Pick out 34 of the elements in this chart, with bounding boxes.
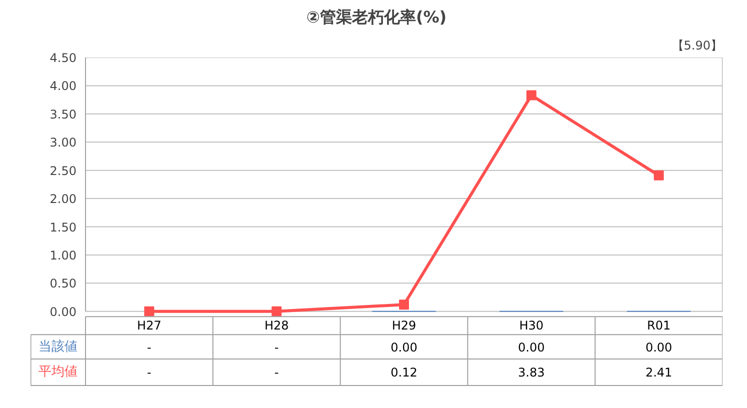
y-tick-label: 4.50 [50, 51, 76, 65]
y-tick-label: 0.50 [50, 276, 76, 291]
text: 【5.90】 [672, 38, 722, 52]
data-label: - [147, 366, 152, 380]
data-label: 0.00 [518, 340, 545, 354]
text: - [274, 340, 279, 354]
text: 平均値 [38, 364, 78, 380]
point [399, 300, 409, 310]
text: 当該値 [38, 338, 78, 354]
y-tick-label: 2.00 [50, 192, 76, 206]
data-label: 3.83 [518, 366, 545, 380]
data-label: 0.12 [390, 366, 418, 380]
data-label: 0.00 [390, 340, 418, 354]
x-tick-label: H28 [264, 318, 289, 333]
y-tick-label: 2.50 [50, 164, 76, 178]
data-label: - [274, 366, 279, 380]
point [144, 306, 154, 316]
chart-title: ②管渠老朽化率(%) [306, 8, 447, 26]
point [654, 170, 664, 180]
x-tick-label: H27 [137, 318, 162, 333]
x-tick-label: H29 [392, 318, 416, 333]
data-label: 2.41 [645, 366, 672, 380]
data-label: 0.00 [645, 340, 672, 354]
x-tick-label: R01 [646, 318, 671, 333]
y-tick-label: 4.00 [50, 79, 76, 94]
point [272, 306, 282, 316]
y-tick-label: 3.00 [50, 136, 76, 150]
x-tick-label: H30 [519, 318, 544, 333]
y-tick-label: 0.00 [50, 304, 76, 319]
point [526, 90, 536, 100]
y-tick-label: 3.50 [50, 107, 76, 122]
y-tick-label: 1.00 [50, 248, 76, 262]
y-tick-label: 1.50 [50, 220, 76, 234]
text: - [147, 340, 152, 354]
